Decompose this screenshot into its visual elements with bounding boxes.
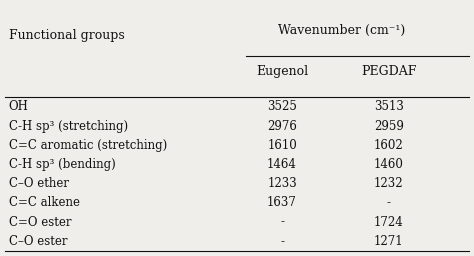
Text: -: - <box>280 235 284 248</box>
Text: 2959: 2959 <box>374 120 404 133</box>
Text: Functional groups: Functional groups <box>9 29 124 42</box>
Text: 3525: 3525 <box>267 100 297 113</box>
Text: C=C aromatic (stretching): C=C aromatic (stretching) <box>9 139 167 152</box>
Text: 2976: 2976 <box>267 120 297 133</box>
Text: 1464: 1464 <box>267 158 297 171</box>
Text: 1602: 1602 <box>374 139 403 152</box>
Text: Eugenol: Eugenol <box>256 65 308 78</box>
Text: 1637: 1637 <box>267 196 297 209</box>
Text: C–O ether: C–O ether <box>9 177 69 190</box>
Text: 1724: 1724 <box>374 216 403 229</box>
Text: C-H sp³ (stretching): C-H sp³ (stretching) <box>9 120 128 133</box>
Text: 1610: 1610 <box>267 139 297 152</box>
Text: C=O ester: C=O ester <box>9 216 71 229</box>
Text: -: - <box>387 196 391 209</box>
Text: 1460: 1460 <box>374 158 404 171</box>
Text: PEGDAF: PEGDAF <box>361 65 416 78</box>
Text: 3513: 3513 <box>374 100 404 113</box>
Text: C-H sp³ (bending): C-H sp³ (bending) <box>9 158 115 171</box>
Text: C=C alkene: C=C alkene <box>9 196 80 209</box>
Text: -: - <box>280 216 284 229</box>
Text: Wavenumber (cm⁻¹): Wavenumber (cm⁻¹) <box>278 24 405 37</box>
Text: 1232: 1232 <box>374 177 403 190</box>
Text: 1233: 1233 <box>267 177 297 190</box>
Text: C–O ester: C–O ester <box>9 235 67 248</box>
Text: OH: OH <box>9 100 28 113</box>
Text: 1271: 1271 <box>374 235 403 248</box>
